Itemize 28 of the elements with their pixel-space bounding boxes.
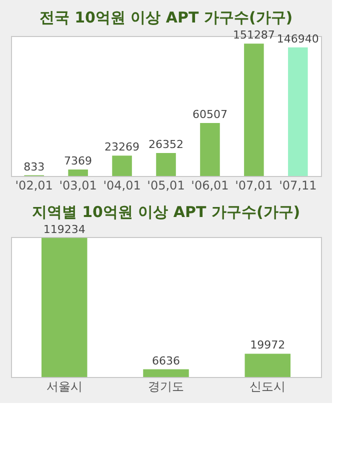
bar	[288, 47, 308, 176]
x-tick-label: 경기도	[148, 380, 184, 394]
chart-title: 전국 10억원 이상 APT 가구수(가구)	[39, 8, 293, 27]
data-label: 19972	[250, 338, 286, 352]
x-tick-label: 신도시	[250, 380, 286, 394]
data-label: 6636	[152, 354, 180, 368]
data-label: 60507	[192, 108, 228, 122]
data-label: 833	[24, 160, 45, 174]
x-tick-label: '05,01	[147, 178, 185, 192]
x-tick-label: '04,01	[103, 178, 141, 192]
bar	[112, 156, 132, 176]
data-label: 23269	[104, 140, 140, 154]
bar	[200, 123, 220, 176]
data-label: 146940	[276, 32, 319, 46]
bar	[68, 170, 88, 176]
bar	[156, 152, 176, 176]
bar	[244, 44, 264, 176]
x-tick-label: '02,01	[15, 178, 53, 192]
x-tick-label: '03,01	[59, 178, 97, 192]
x-tick-label: '06,01	[191, 178, 229, 192]
data-label: 151287	[232, 28, 275, 42]
data-label: 7369	[64, 154, 92, 168]
x-tick-label: '07,01	[235, 178, 273, 192]
chart-title: 지역별 10억원 이상 APT 가구수(가구)	[32, 202, 300, 221]
x-tick-label: 서울시	[46, 380, 82, 394]
x-tick-label: '07,11	[279, 178, 317, 192]
data-label: 26352	[148, 138, 184, 151]
data-label: 119234	[43, 222, 86, 236]
